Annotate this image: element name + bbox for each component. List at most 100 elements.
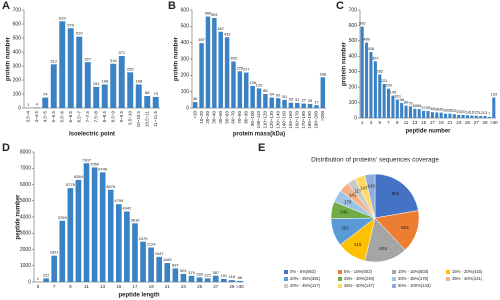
value-label: 118 [229, 274, 236, 279]
bar [75, 179, 82, 282]
slice-label: 391 [341, 226, 349, 231]
x-tick-label: 170~180 [301, 111, 306, 129]
bar [413, 108, 417, 118]
legend-label: 35% - 40%(141) [452, 276, 483, 281]
value-label: 5676 [106, 184, 116, 189]
x-tick-label: 10~20 [199, 111, 204, 124]
y-tick-label: 5000 [20, 198, 31, 204]
slice-label: 853 [392, 191, 400, 196]
x-tick-label: >30 [490, 120, 498, 125]
legend-swatch [284, 284, 288, 288]
value-label: 28 [448, 108, 453, 113]
value-label: 217 [243, 67, 250, 72]
y-tick-label: 200 [349, 84, 358, 90]
x-tick-label: 8~8.5 [102, 111, 107, 123]
legend-label: 30% - 35%(179) [398, 276, 429, 281]
bar [172, 268, 179, 282]
value-label: 64 [270, 92, 275, 97]
bar [461, 114, 465, 118]
value-label: 58 [417, 103, 422, 108]
y-tick-label: 100 [13, 91, 22, 97]
value-label: 4790 [114, 198, 124, 203]
y-tick-label: 1000 [20, 263, 31, 269]
bar [256, 88, 262, 108]
x-axis-label: Isoelectric point [69, 132, 115, 138]
value-label: 367 [372, 55, 379, 60]
value-label: 7307 [82, 157, 92, 162]
value-label: 4342 [122, 206, 132, 211]
value-label: 551 [211, 12, 218, 17]
x-axis-label: peptide length [119, 293, 160, 299]
bar [144, 95, 151, 108]
value-label: 222 [204, 272, 211, 277]
value-label: 619 [59, 15, 66, 20]
value-label: 60 [276, 92, 281, 97]
value-label: 1169 [163, 257, 172, 262]
slice-label: 179 [344, 199, 352, 204]
x-axis-label: peptide number [405, 129, 451, 135]
x-tick-label: 40~50 [218, 111, 223, 124]
bar [295, 102, 300, 108]
slice-label: 415 [354, 242, 362, 247]
value-label: 168 [135, 79, 142, 84]
x-tick-label: 90~100 [250, 111, 255, 127]
value-label: 221 [381, 78, 388, 83]
bar [404, 105, 408, 118]
x-tick-label: 180~190 [307, 111, 312, 129]
x-tick-label: 4.5~5 [42, 111, 47, 123]
slice-label: 147 [360, 185, 368, 190]
legend-swatch [338, 270, 342, 274]
y-tick-label: 500 [181, 24, 190, 30]
value-label: 371 [118, 50, 125, 55]
x-tick-label: 4~4.5 [34, 111, 39, 123]
value-label: 60 [413, 103, 418, 108]
bar [360, 26, 364, 118]
value-label: 50 [282, 94, 287, 99]
bar [400, 102, 404, 118]
legend-label: 0% - 5%(853) [290, 269, 316, 274]
value-label: 3610 [131, 217, 141, 222]
bar [188, 275, 195, 282]
bar [135, 84, 142, 108]
panel-label: D [2, 142, 10, 154]
bar [395, 99, 399, 118]
value-label: 4 [36, 102, 39, 107]
bar [314, 105, 319, 108]
legend-swatch [446, 270, 450, 274]
bar [218, 31, 223, 108]
bar [152, 96, 159, 108]
slice-label: 602 [401, 225, 409, 230]
value-label: 560 [205, 11, 212, 16]
y-tick-label: 0 [28, 279, 31, 285]
x-tick-label: 9~9.5 [119, 111, 124, 123]
value-label: 47 [421, 105, 426, 110]
bar [59, 21, 66, 109]
bar [386, 88, 391, 118]
value-label: 283 [196, 271, 203, 276]
value-label: 168 [101, 79, 108, 84]
bar [43, 278, 49, 282]
value-label: 86 [263, 88, 268, 93]
bar [33, 107, 40, 108]
value-label: 3769 [58, 215, 68, 220]
y-tick-label: 4000 [20, 214, 31, 220]
legend-label: 20% - 25%(391) [290, 276, 321, 281]
y-tick-label: 100 [349, 100, 358, 106]
bar [115, 204, 122, 282]
bar [212, 18, 217, 108]
x-tick-label: 11 [84, 284, 89, 289]
bar [212, 275, 219, 282]
slice-label: 117 [354, 189, 362, 194]
x-tick-label: 9 [396, 120, 399, 125]
x-tick-label: 9 [69, 284, 72, 289]
bar [307, 103, 313, 108]
bar [483, 115, 487, 118]
value-label: 489 [363, 37, 370, 42]
value-label: 151 [93, 81, 100, 86]
bar [204, 278, 211, 282]
value-label: 501 [180, 268, 187, 273]
x-tick-label: 10.5~11 [144, 111, 149, 128]
bar [320, 77, 326, 108]
value-label: 510 [76, 31, 83, 36]
legend-label: 40% - 45%(117) [290, 283, 321, 288]
